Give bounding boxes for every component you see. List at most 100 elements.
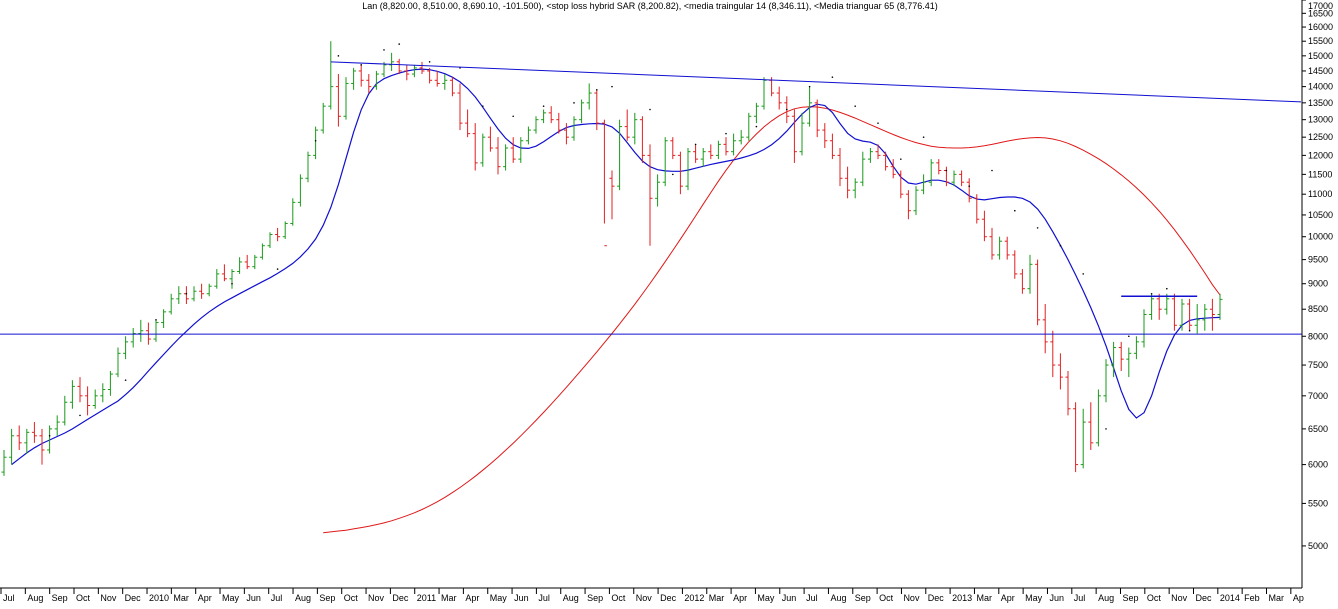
price-bar: [1, 449, 7, 476]
sar-dot: [428, 61, 431, 63]
price-bar: [411, 64, 417, 78]
price-bar: [1019, 269, 1025, 294]
price-bar: [1050, 330, 1056, 378]
x-tick-label: 2010: [149, 593, 169, 603]
x-tick-label: Jul: [538, 593, 550, 603]
x-tick-label: Nov: [903, 593, 920, 603]
price-bar: [457, 83, 463, 131]
y-tick-label: 12000: [1308, 150, 1333, 160]
sar-dot: [512, 115, 514, 118]
price-bar: [123, 336, 129, 360]
sar-dot: [808, 85, 811, 88]
x-tick-label: Jun: [246, 593, 261, 603]
y-tick-label: 15500: [1308, 36, 1333, 46]
y-tick-label: 7500: [1308, 360, 1328, 370]
price-bar: [259, 243, 265, 260]
x-tick-label: 2014: [1220, 593, 1240, 603]
x-tick-label: Sep: [855, 593, 871, 603]
price-bar: [320, 102, 326, 134]
price-bar: [199, 283, 205, 299]
sar-dot: [1036, 227, 1039, 229]
price-bar: [601, 119, 607, 247]
price-bar: [335, 74, 341, 127]
price-bar: [951, 170, 957, 187]
price-bar: [1065, 371, 1071, 416]
price-bar: [1042, 303, 1048, 354]
price-bar: [928, 159, 934, 187]
price-bar: [495, 137, 501, 175]
price-bar: [974, 194, 980, 224]
price-bar: [107, 371, 113, 396]
sar-dot: [725, 132, 727, 135]
price-bar: [206, 283, 212, 297]
ma65-line: [323, 106, 1221, 534]
price-bar: [1179, 298, 1185, 331]
price-bar: [890, 159, 896, 179]
x-tick-label: Oct: [611, 593, 626, 603]
x-tick-label: Dec: [660, 593, 677, 603]
y-tick-label: 8500: [1308, 304, 1328, 314]
price-bar: [138, 319, 144, 342]
price-bar: [837, 148, 843, 187]
x-tick-label: Oct: [76, 593, 91, 603]
sar-dot: [314, 139, 317, 142]
price-bar: [1035, 259, 1041, 326]
price-bar: [31, 422, 37, 443]
price-bar: [913, 186, 919, 215]
x-tick-label: Aug: [295, 593, 311, 603]
price-bar: [130, 327, 136, 348]
sar-dot: [337, 55, 340, 57]
sar-dot: [1059, 244, 1062, 247]
sar-dot: [755, 125, 758, 128]
price-bar: [115, 347, 121, 378]
overlay-lines: [0, 61, 1302, 335]
price-bar: [898, 170, 904, 199]
price-bar: [1118, 341, 1124, 372]
price-bar: [966, 178, 972, 203]
price-bar: [541, 109, 547, 124]
x-tick-label: Aug: [27, 593, 43, 603]
sar-dot: [573, 102, 575, 104]
x-tick-label: Aug: [830, 593, 846, 603]
price-bar: [9, 428, 15, 465]
sar-dot: [1188, 329, 1191, 332]
indicator-lines: [11, 68, 1221, 534]
x-tick-label: Jul: [1074, 593, 1086, 603]
price-bar: [548, 106, 554, 124]
price-bar: [47, 425, 53, 454]
price-bar: [662, 137, 668, 187]
sar-dot: [945, 169, 948, 172]
sar-dot: [1014, 209, 1016, 212]
sar-dot: [155, 319, 157, 321]
price-bar: [685, 148, 691, 191]
sar-dot: [968, 185, 970, 187]
price-bar: [442, 74, 448, 90]
price-bar: [624, 109, 630, 141]
x-tick-label: Dec: [1195, 593, 1212, 603]
price-bar: [1088, 402, 1094, 450]
price-bar: [1004, 236, 1010, 260]
sar-dot: [1150, 292, 1153, 295]
price-bar: [525, 126, 531, 145]
y-tick-label: 13000: [1308, 115, 1333, 125]
price-bar: [1156, 293, 1162, 320]
price-bar: [746, 112, 752, 141]
price-bar: [16, 425, 22, 450]
x-tick-label: Apr: [733, 593, 747, 603]
sar-dot: [79, 414, 81, 417]
price-bar: [510, 137, 516, 163]
price-bar: [981, 210, 987, 242]
price-bar: [921, 174, 927, 195]
x-tick-label: May: [1025, 593, 1043, 603]
y-tick-label: 16000: [1308, 22, 1333, 32]
price-bar: [845, 166, 851, 199]
price-bar: [290, 198, 296, 226]
sar-dot: [900, 158, 902, 160]
sar-dot: [360, 64, 363, 66]
price-bar: [92, 389, 98, 409]
price-bar: [632, 112, 638, 145]
price-bar: [1187, 298, 1193, 331]
price-bar: [145, 322, 151, 345]
